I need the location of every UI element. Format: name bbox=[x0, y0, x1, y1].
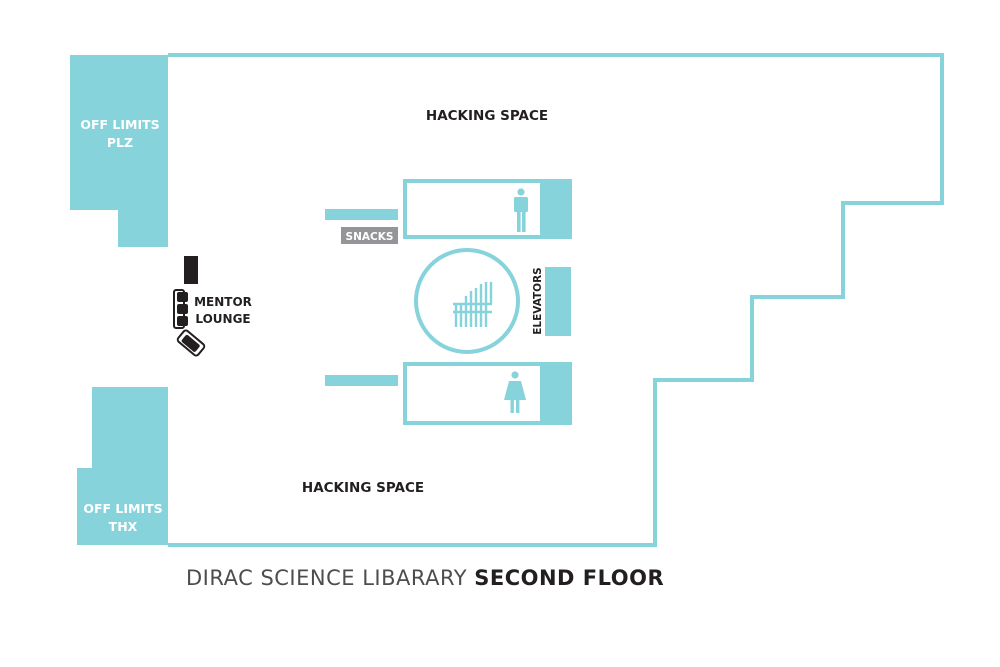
hacking-space-label-top: HACKING SPACE bbox=[426, 108, 548, 124]
off-limits-top-line2: PLZ bbox=[107, 135, 133, 150]
off-limits-area-top bbox=[70, 55, 168, 247]
off-limits-bottom-line1: OFF LIMITS bbox=[83, 501, 162, 516]
off-limits-area-bottom bbox=[77, 387, 168, 545]
elevators-block bbox=[545, 267, 571, 336]
snacks-label: SNACKS bbox=[346, 231, 394, 243]
hacking-space-label-bottom: HACKING SPACE bbox=[302, 480, 424, 496]
map-caption: DIRAC SCIENCE LIBARARY SECOND FLOOR bbox=[186, 566, 664, 590]
caption-floor-name: SECOND FLOOR bbox=[474, 566, 665, 590]
building-outline bbox=[168, 53, 944, 547]
off-limits-bottom-line2: THX bbox=[109, 519, 138, 534]
mentor-lounge-furniture bbox=[173, 256, 206, 357]
snacks-tag bbox=[341, 227, 398, 244]
off-limits-top-line1: OFF LIMITS bbox=[80, 117, 159, 132]
lounge-table bbox=[184, 256, 198, 284]
restroom-men-door bbox=[540, 181, 570, 237]
mentor-lounge-line2: LOUNGE bbox=[195, 312, 250, 326]
woman-icon bbox=[504, 371, 526, 413]
elevators-label: ELEVATORS bbox=[532, 267, 544, 335]
caption-library-name: DIRAC SCIENCE LIBARARY bbox=[186, 566, 475, 590]
snacks-counter bbox=[325, 209, 398, 220]
restroom-women-door bbox=[540, 364, 570, 423]
man-icon bbox=[514, 188, 528, 232]
counter-bottom bbox=[325, 375, 398, 386]
stairs-icon bbox=[453, 282, 493, 327]
lounge-armchair bbox=[176, 329, 206, 357]
mentor-lounge-line1: MENTOR bbox=[194, 295, 252, 309]
